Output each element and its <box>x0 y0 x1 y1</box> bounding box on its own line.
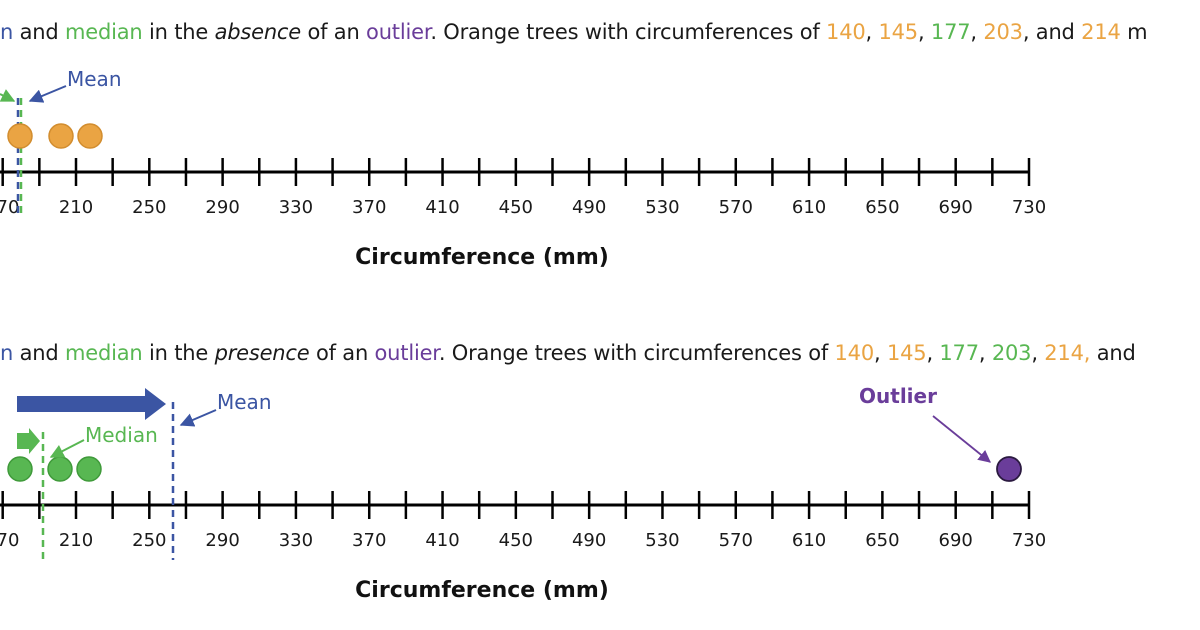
panel1-data-point <box>48 123 74 149</box>
panel1-caption-outlier: outlier <box>366 20 431 44</box>
panel2-tick-label: 410 <box>425 530 459 551</box>
panel1-median-arrow <box>0 89 16 102</box>
panel2-median-label: Median <box>85 423 158 447</box>
panel1-caption-tail: m <box>1120 20 1148 44</box>
panel2-outlier-label: Outlier <box>859 384 937 408</box>
panel1-caption-v1: 140 <box>826 20 866 44</box>
panel2-axis-title: Circumference (mm) <box>355 578 609 603</box>
panel1-caption-mean: n <box>0 20 14 44</box>
panel2-tick-label: 210 <box>59 530 93 551</box>
panel2-caption-tail: and <box>1090 341 1136 365</box>
panel1-caption-sep3: , <box>970 20 984 44</box>
panel2-median-shift-arrow <box>17 428 40 454</box>
panel2-tick-label: 690 <box>939 530 973 551</box>
panel1-caption-condition: absence <box>214 20 302 44</box>
panel2-caption: n and median in the presence of an outli… <box>0 341 1136 365</box>
panel2-caption-condition: presence <box>214 341 310 365</box>
panel1-caption-v5: 214 <box>1081 20 1121 44</box>
panel2-tick-label: 610 <box>792 530 826 551</box>
panel2-tick-label: 570 <box>719 530 753 551</box>
panel1-tick-label: 690 <box>939 197 973 218</box>
panel1-tick-label: 450 <box>499 197 533 218</box>
panel2-tick-label: 530 <box>645 530 679 551</box>
panel2-caption-and: and <box>13 341 65 365</box>
panel1-caption-v4: 203 <box>983 20 1023 44</box>
panel2-tick-label: 650 <box>865 530 899 551</box>
panel1-axis-title: Circumference (mm) <box>355 245 609 270</box>
panel1-tick-label: 250 <box>132 197 166 218</box>
panel2-tick-label: 490 <box>572 530 606 551</box>
panel2-median-pointer <box>49 439 85 458</box>
panel2-data-point <box>76 456 102 482</box>
panel1-caption-and: and <box>13 20 65 44</box>
panel1-tick-label: 210 <box>59 197 93 218</box>
panel1-tick-label: 330 <box>279 197 313 218</box>
panel1-tick-label: 570 <box>719 197 753 218</box>
panel1-ticks <box>1 158 1031 186</box>
panel2-caption-sep1: , <box>874 341 887 365</box>
panel1-mean-pointer <box>28 85 67 103</box>
panel1-tick-label: 650 <box>865 197 899 218</box>
panel2-tick-label: 450 <box>499 530 533 551</box>
panel1-caption-in-the: in the <box>142 20 215 44</box>
panel1-caption-v2: 145 <box>878 20 918 44</box>
panel2-tick-label: 70 <box>0 530 19 551</box>
panel2-caption-orange-text: . Orange trees with circumferences of <box>438 341 835 365</box>
panel2-mean-label: Mean <box>217 390 272 414</box>
panel2-caption-v1: 140 <box>834 341 875 365</box>
panel2-caption-v5: 214, <box>1044 341 1091 365</box>
panel1-caption-orange-text: . Orange trees with circumferences of <box>430 20 827 44</box>
panel2: 70 210 250 290 330 370 410 450 490 530 570 610 650 69… <box>0 384 1046 603</box>
panel2-tick-label: 290 <box>205 530 239 551</box>
panel2-caption-sep4: , <box>1031 341 1045 365</box>
panel1: 70 210 250 290 330 370 410 450 490 530 570 610 650 69… <box>0 67 1046 270</box>
panel2-outlier-point <box>996 456 1022 482</box>
panel2-caption-v3: 177 <box>939 341 979 365</box>
panel1-points <box>7 123 103 149</box>
panel1-caption-of-an: of an <box>301 20 367 44</box>
panel2-tick-label: 370 <box>352 530 386 551</box>
panel1-tick-label: 610 <box>792 197 826 218</box>
panel2-caption-v2: 145 <box>886 341 927 365</box>
panel2-mean-pointer <box>179 409 217 427</box>
panel2-caption-sep2: , <box>926 341 940 365</box>
panel1-caption-sep4: , and <box>1022 20 1082 44</box>
panel2-caption-sep3: , <box>978 341 992 365</box>
panel1-tick-label: 370 <box>352 197 386 218</box>
panel1-caption-sep1: , <box>865 20 879 44</box>
panel1-mean-label: Mean <box>67 67 122 91</box>
panel2-mean-shift-arrow <box>17 388 166 420</box>
panel2-caption-in-the: in the <box>142 341 215 365</box>
panel2-tick-label: 330 <box>279 530 313 551</box>
panel2-outlier-pointer <box>932 415 991 463</box>
panel1-caption-v3: 177 <box>930 20 971 44</box>
panel1-tick-label: 530 <box>645 197 679 218</box>
panel1-tick-label: 490 <box>572 197 606 218</box>
panel1-tick-label: 730 <box>1012 197 1046 218</box>
panel1-tick-label: 70 <box>0 197 19 218</box>
panel1-caption-median: median <box>64 20 143 44</box>
panel1-tick-label: 410 <box>425 197 459 218</box>
panel2-caption-median: median <box>64 341 143 365</box>
panel1-caption: n and median in the absence of an outlie… <box>0 20 1148 44</box>
panel2-caption-mean: n <box>0 341 14 365</box>
panel2-caption-v4: 203 <box>991 341 1032 365</box>
panel2-data-point <box>47 456 73 482</box>
panel2-tick-labels: 70 210 250 290 330 370 410 450 490 530 570 610 650 69… <box>0 530 1046 551</box>
panel1-caption-sep2: , <box>917 20 931 44</box>
panel2-points <box>7 456 1022 482</box>
panel2-caption-outlier: outlier <box>374 341 439 365</box>
panel1-tick-label: 290 <box>205 197 239 218</box>
panel1-data-point <box>77 123 103 149</box>
panel1-data-point <box>7 123 33 149</box>
panel2-data-point <box>7 456 33 482</box>
panel2-tick-label: 730 <box>1012 530 1046 551</box>
panel2-caption-of-an: of an <box>309 341 375 365</box>
panel1-tick-labels: 70 210 250 290 330 370 410 450 490 530 570 610 650 69… <box>0 197 1046 218</box>
panel2-ticks <box>1 491 1031 519</box>
panel2-tick-label: 250 <box>132 530 166 551</box>
